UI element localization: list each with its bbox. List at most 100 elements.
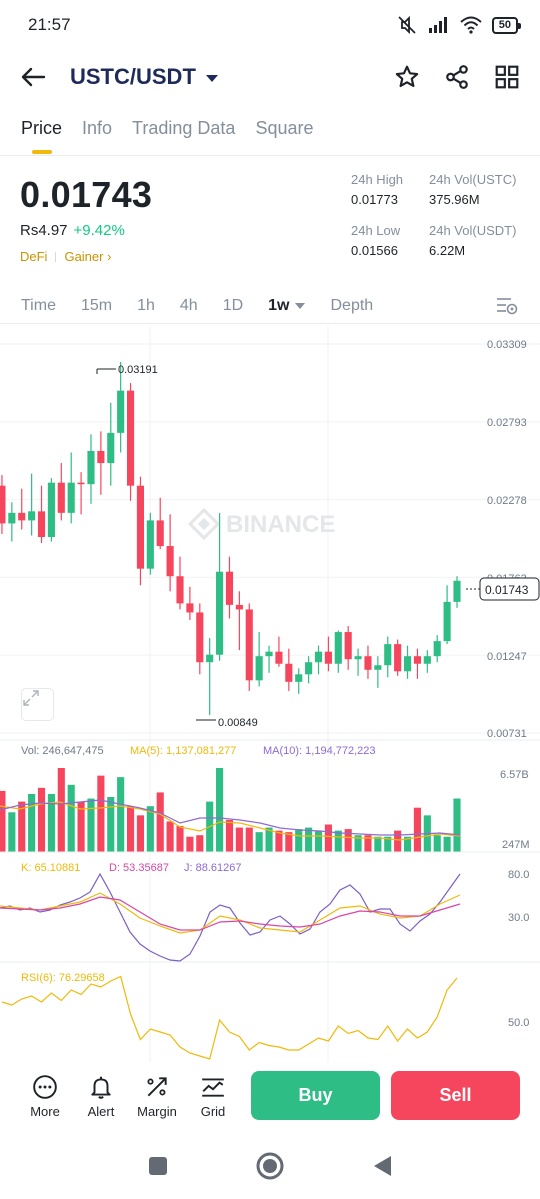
kdj-j-line xyxy=(0,872,461,962)
volume-bar xyxy=(245,827,253,852)
tab-price[interactable]: Price xyxy=(21,108,62,156)
high-marker: 0.03191 xyxy=(96,364,158,376)
candle-body xyxy=(364,656,372,670)
chart-area[interactable]: BINANCE 0.03309 0.02793 0.02278 0.01763 … xyxy=(0,326,540,1062)
candle xyxy=(305,656,313,684)
volume-bar xyxy=(216,768,224,852)
candle-body xyxy=(107,432,115,464)
candle xyxy=(245,603,253,691)
stat-label: 24h Low xyxy=(351,223,401,238)
battery-icon: 50 xyxy=(491,16,522,34)
chart-settings-icon[interactable] xyxy=(496,296,518,316)
pair-selector[interactable]: USTC/USDT xyxy=(70,64,218,90)
status-bar: 21:57 50 xyxy=(0,0,540,50)
candle xyxy=(265,645,273,673)
tag-defi[interactable]: DeFi xyxy=(20,249,48,264)
price-axis-labels: 0.03309 0.02793 0.02278 0.01763 0.01247 … xyxy=(487,339,527,740)
interval-1w[interactable]: 1w xyxy=(268,297,306,315)
candle-body xyxy=(186,603,194,613)
candle-body xyxy=(225,571,234,605)
candle-body xyxy=(384,644,392,666)
volume-bar xyxy=(97,775,105,852)
price-summary: 0.01743 Rs4.97 +9.42% DeFi Gainer › xyxy=(20,174,152,264)
tag-divider xyxy=(55,251,57,262)
candle-body xyxy=(413,656,421,664)
mute-icon xyxy=(398,15,416,35)
interval-4h[interactable]: 4h xyxy=(179,296,198,314)
rsi-tick-50: 50.0 xyxy=(508,1017,529,1029)
price-change: +9.42% xyxy=(73,222,125,239)
stat-24h-high: 24h High 0.01773 xyxy=(351,172,429,207)
kdj-d-line xyxy=(0,896,461,931)
volume-bar xyxy=(324,824,332,852)
favorite-button[interactable] xyxy=(394,64,420,90)
wifi-icon xyxy=(460,16,482,34)
current-price-marker: 0.01743 xyxy=(466,577,540,601)
volume-bar xyxy=(146,806,154,852)
volume-bar xyxy=(176,826,184,852)
candle-body xyxy=(156,520,164,547)
interval-time[interactable]: Time xyxy=(21,296,56,314)
interval-depth[interactable]: Depth xyxy=(330,296,374,314)
interval-15m[interactable]: 15m xyxy=(80,296,113,314)
candle xyxy=(97,431,105,495)
back-nav-icon[interactable] xyxy=(371,1154,393,1178)
candle xyxy=(255,632,263,687)
share-button[interactable] xyxy=(444,64,470,90)
status-icons: 50 xyxy=(396,15,522,35)
alert-button[interactable]: Alert xyxy=(73,1073,129,1119)
tab-square[interactable]: Square xyxy=(255,118,314,138)
volume-bar xyxy=(107,797,115,852)
volume-bar xyxy=(265,827,273,852)
volume-bar xyxy=(255,832,263,852)
candle-body xyxy=(126,390,135,486)
grid-label: Grid xyxy=(200,1104,226,1119)
volume-bar xyxy=(394,830,402,852)
candle-body xyxy=(235,604,243,610)
buy-button[interactable]: Buy xyxy=(251,1071,380,1120)
candle xyxy=(117,361,125,453)
home-icon[interactable] xyxy=(255,1151,285,1181)
layout-button[interactable] xyxy=(494,64,520,90)
volume-bar xyxy=(18,801,26,852)
more-button[interactable]: More xyxy=(17,1073,73,1119)
kdj-k-text: K: 65.10881 xyxy=(21,862,80,874)
back-button[interactable] xyxy=(20,62,50,92)
fullscreen-button[interactable] xyxy=(21,688,54,721)
page-tabs: Price Info Trading Data Square xyxy=(0,108,540,156)
more-label: More xyxy=(30,1104,60,1119)
candle xyxy=(206,638,214,716)
ytick-label: 0.02278 xyxy=(487,495,527,507)
vol-tick-top: 6.57B xyxy=(500,769,529,781)
margin-label: Margin xyxy=(137,1104,177,1119)
last-price: 0.01743 xyxy=(20,174,153,215)
volume-bar xyxy=(305,827,313,852)
fiat-price: Rs4.97 xyxy=(20,222,68,239)
tag-gainer[interactable]: Gainer › xyxy=(64,249,111,264)
kdj-j-text: J: 88.61267 xyxy=(184,862,242,874)
recent-apps-icon[interactable] xyxy=(147,1155,169,1177)
gridlines xyxy=(0,326,540,1062)
volume-bar xyxy=(295,829,303,852)
grid-button[interactable]: Grid xyxy=(185,1073,241,1119)
tab-info[interactable]: Info xyxy=(82,118,113,138)
alert-label: Alert xyxy=(87,1104,115,1119)
candle-body xyxy=(196,612,204,663)
interval-1d[interactable]: 1D xyxy=(222,296,244,314)
binance-logo-icon xyxy=(187,507,221,541)
high-marker-label: 0.03191 xyxy=(118,364,158,376)
margin-button[interactable]: Margin xyxy=(129,1073,185,1119)
stat-label: 24h High xyxy=(351,172,404,187)
candle-body xyxy=(324,651,332,664)
sell-button[interactable]: Sell xyxy=(391,1071,520,1120)
tab-trading-data[interactable]: Trading Data xyxy=(132,118,236,138)
candle xyxy=(413,648,421,679)
kdj-d-text: D: 53.35687 xyxy=(109,862,169,874)
kline-chart[interactable]: BINANCE 0.03309 0.02793 0.02278 0.01763 … xyxy=(0,326,540,1062)
volume-bar xyxy=(136,815,145,852)
interval-1h[interactable]: 1h xyxy=(137,296,155,314)
candle xyxy=(166,514,174,592)
volume-bar xyxy=(117,777,125,852)
candle xyxy=(216,512,224,661)
rsi-line xyxy=(1,975,458,1060)
